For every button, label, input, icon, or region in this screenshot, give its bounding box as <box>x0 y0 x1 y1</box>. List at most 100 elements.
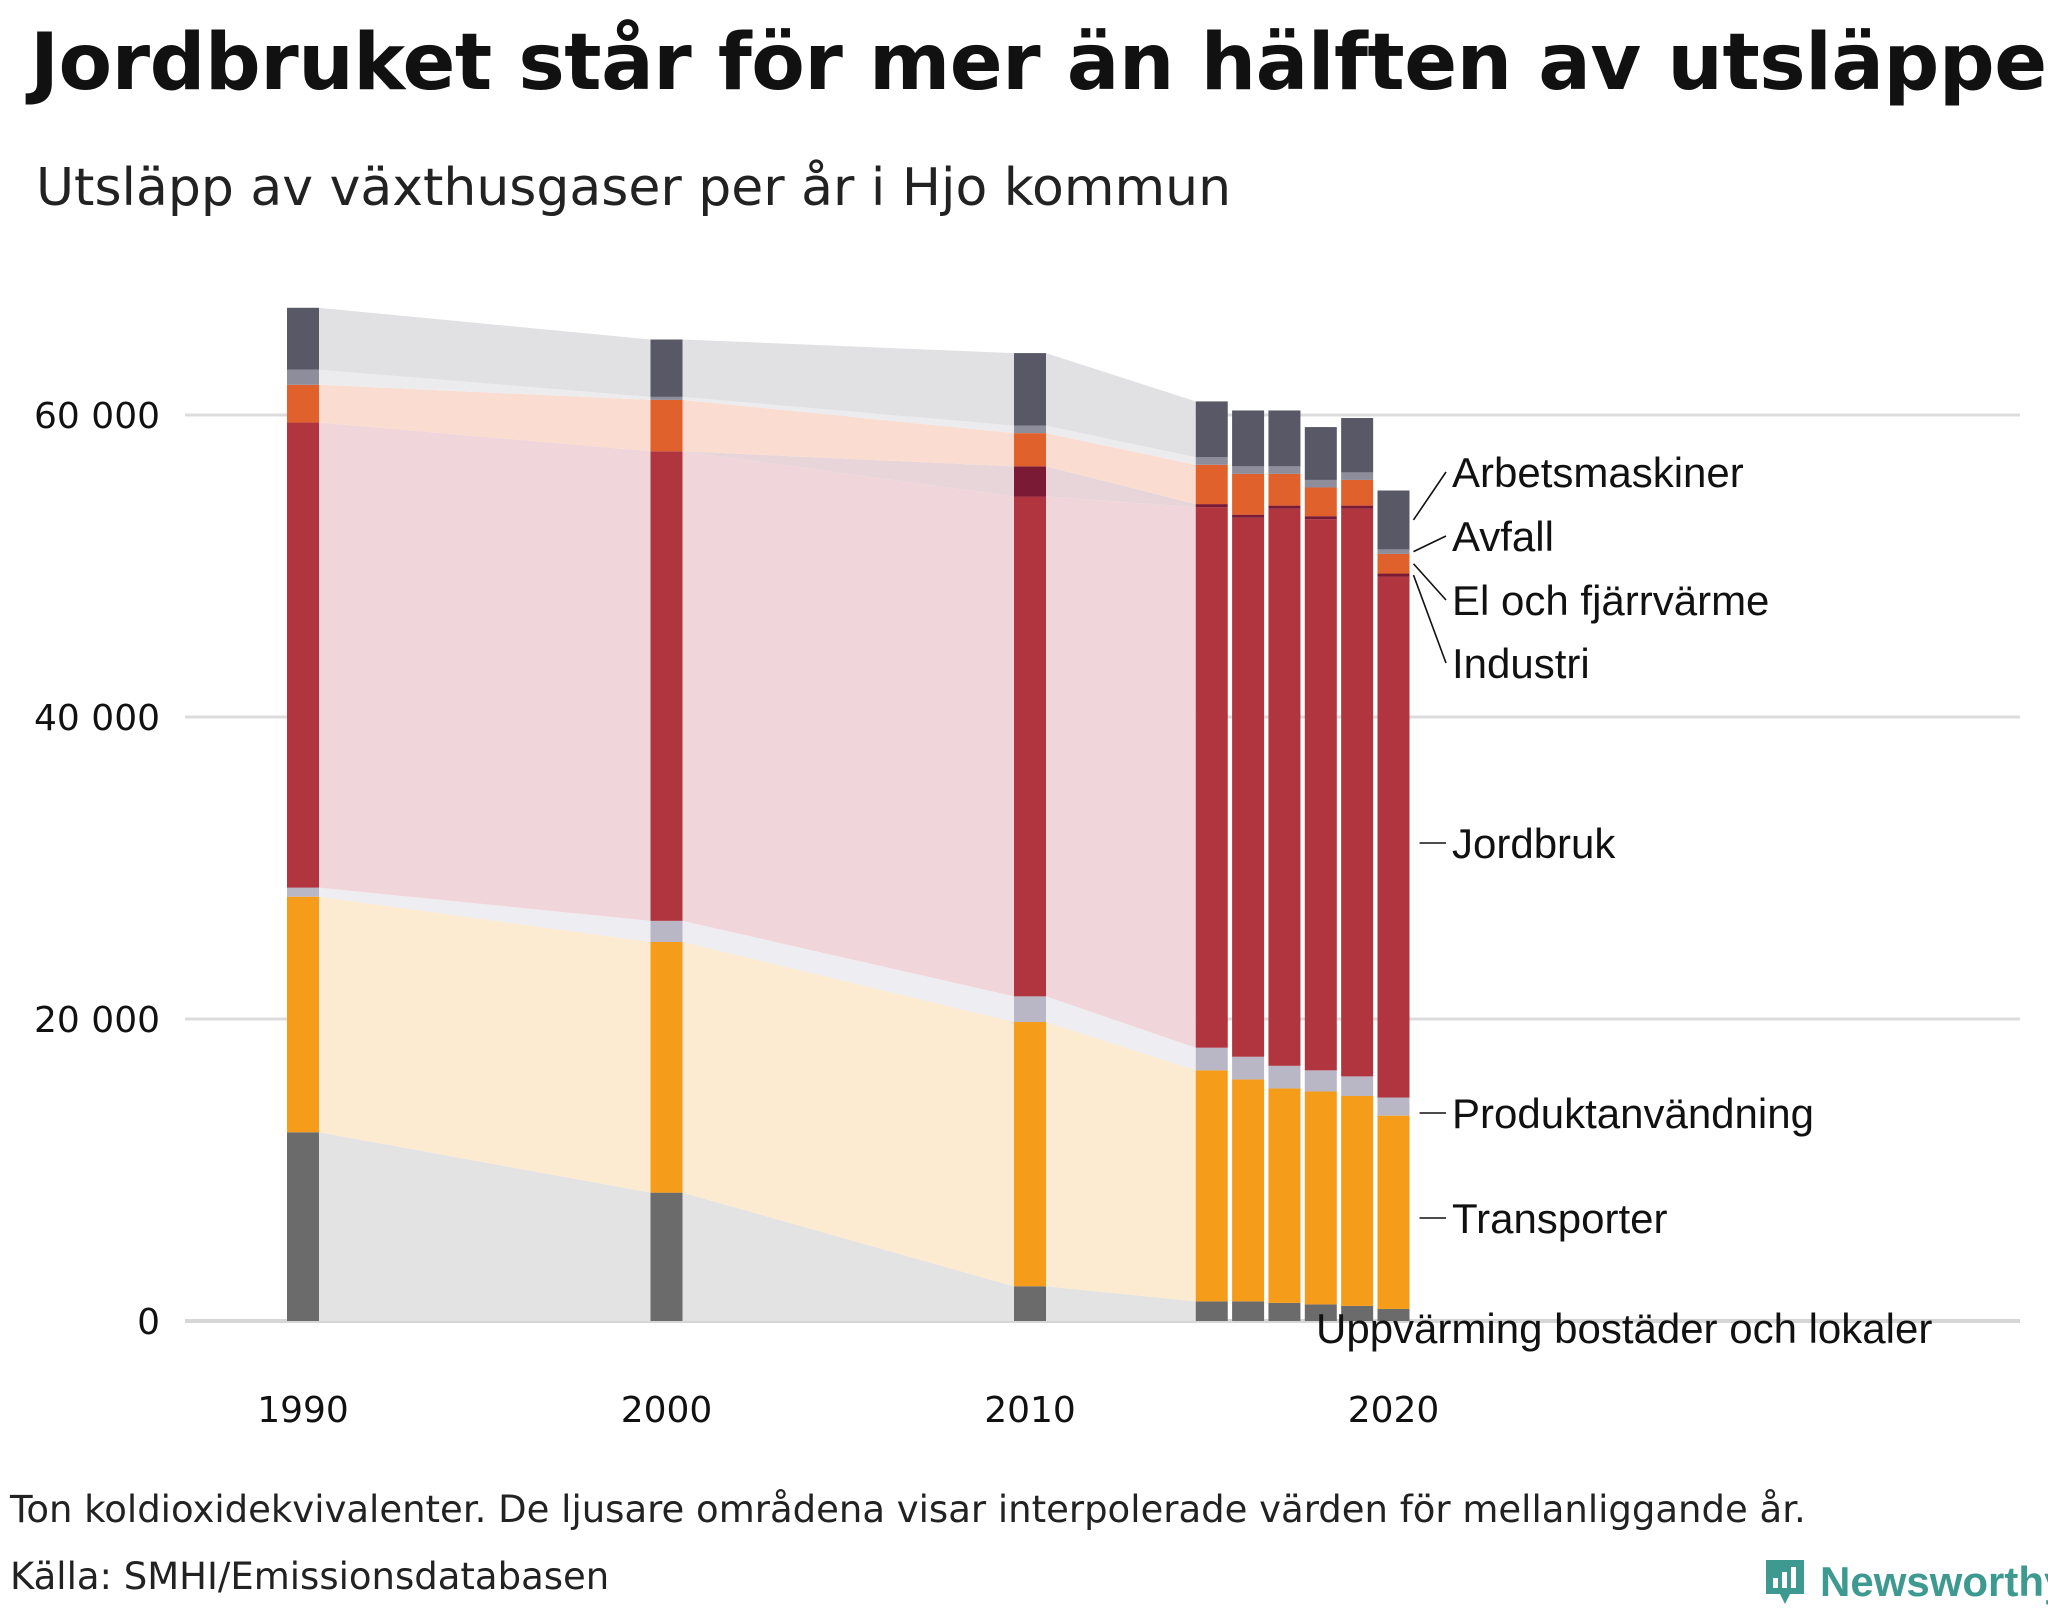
bar-transporter-2020 <box>1377 1115 1410 1309</box>
bar-produktanvandning-2000 <box>650 920 683 942</box>
area-uppvarming-bostader-och-lokaler-2000-2010 <box>682 1192 1014 1321</box>
bar-jordbruk-1990 <box>287 422 319 888</box>
bar-produktanvandning-2015 <box>1195 1047 1228 1071</box>
area-avfall-2010-2015 <box>1046 425 1196 465</box>
label-line-avfall <box>1413 535 1447 553</box>
area-arbetsmaskiner-1990-2000 <box>319 307 651 397</box>
y-tick-label: 20 000 <box>34 1000 160 1041</box>
bar-industri-2020 <box>1377 573 1410 577</box>
interpolation-areas <box>319 307 1196 1321</box>
newsworthy-logo: Newsworthy <box>1762 1556 2048 1608</box>
bar-industri-2017 <box>1268 505 1301 509</box>
bar-el-och-fjarrvarme-2016 <box>1232 473 1265 515</box>
bar-produktanvandning-2019 <box>1341 1076 1374 1097</box>
area-jordbruk-1990-2000 <box>319 422 651 921</box>
area-arbetsmaskiner-2000-2010 <box>682 339 1014 426</box>
bar-el-och-fjarrvarme-2020 <box>1377 553 1410 574</box>
newsworthy-logo-text: Newsworthy <box>1820 1558 2048 1605</box>
bar-avfall-2019 <box>1341 472 1374 480</box>
area-jordbruk-2010-2015 <box>1046 496 1196 1048</box>
chart-subtitle: Utsläpp av växthusgaser per år i Hjo kom… <box>36 158 1232 218</box>
area-el-och-fjarrvarme-2010-2015 <box>1046 433 1196 505</box>
series-labels: Uppvärming bostäder och lokaler Transport… <box>1316 449 1932 1352</box>
y-tick-label: 60 000 <box>34 396 160 437</box>
bar-avfall-2015 <box>1195 457 1228 465</box>
area-produktanvandning-1990-2000 <box>319 887 651 942</box>
bar-industri-2015 <box>1195 504 1228 508</box>
bar-jordbruk-2015 <box>1195 507 1228 1048</box>
bar-arbetsmaskiner-2020 <box>1377 490 1410 550</box>
bar-el-och-fjarrvarme-2019 <box>1341 479 1374 506</box>
bar-arbetsmaskiner-2010 <box>1014 353 1046 426</box>
area-industri-2010-2015 <box>1046 466 1196 508</box>
bar-el-och-fjarrvarme-2018 <box>1304 487 1337 517</box>
newsworthy-logo-icon <box>1766 1560 1804 1604</box>
bar-produktanvandning-2017 <box>1268 1065 1301 1089</box>
bar-jordbruk-2010 <box>1014 496 1046 997</box>
series-label-arbetsmaskiner: Arbetsmaskiner <box>1452 449 1744 496</box>
bar-avfall-2018 <box>1304 479 1337 488</box>
area-transporter-2000-2010 <box>682 941 1014 1287</box>
bar-industri-2010 <box>1014 466 1046 497</box>
area-el-och-fjarrvarme-2000-2010 <box>682 399 1014 467</box>
bar-el-och-fjarrvarme-2010 <box>1014 433 1046 467</box>
bar-industri-2018 <box>1304 516 1337 520</box>
bar-arbetsmaskiner-2015 <box>1195 401 1228 458</box>
bar-transporter-2019 <box>1341 1096 1374 1306</box>
bar-avfall-1990 <box>287 369 319 385</box>
series-label-transporter: Transporter <box>1452 1195 1668 1242</box>
area-el-och-fjarrvarme-1990-2000 <box>319 384 651 452</box>
area-jordbruk-2000-2010 <box>682 451 1014 997</box>
bar-uppvarming-bostader-och-lokaler-2019 <box>1341 1305 1374 1321</box>
x-axis: 1990 2000 2010 2020 <box>257 1390 1439 1431</box>
label-line-el-och-fjarrvarme <box>1412 563 1447 601</box>
bar-avfall-2010 <box>1014 425 1046 434</box>
y-tick-label: 40 000 <box>34 698 160 739</box>
label-line-arbetsmaskiner <box>1412 471 1447 521</box>
x-tick-label: 2000 <box>621 1390 713 1431</box>
series-label-industri: Industri <box>1452 640 1590 687</box>
bar-uppvarming-bostader-och-lokaler-1990 <box>287 1132 319 1321</box>
x-tick-label: 2020 <box>1348 1390 1440 1431</box>
x-tick-label: 1990 <box>257 1390 349 1431</box>
bar-produktanvandning-2020 <box>1377 1097 1410 1116</box>
bar-produktanvandning-2010 <box>1014 996 1046 1023</box>
series-label-avfall: Avfall <box>1452 513 1554 560</box>
bar-uppvarming-bostader-och-lokaler-2010 <box>1014 1286 1046 1321</box>
bar-transporter-2017 <box>1268 1088 1301 1303</box>
bar-el-och-fjarrvarme-1990 <box>287 384 319 423</box>
bar-uppvarming-bostader-och-lokaler-2017 <box>1268 1302 1301 1321</box>
bar-produktanvandning-2018 <box>1304 1070 1337 1092</box>
bar-uppvarming-bostader-och-lokaler-2000 <box>650 1192 683 1321</box>
series-label-uppvarming-bostader-och-lokaler: Uppvärming bostäder och lokaler <box>1316 1305 1932 1352</box>
series-label-produktanvandning: Produktanvändning <box>1452 1090 1814 1137</box>
bar-arbetsmaskiner-2018 <box>1304 427 1337 480</box>
area-produktanvandning-2000-2010 <box>682 920 1014 1023</box>
area-uppvarming-bostader-och-lokaler-1990-2000 <box>319 1132 651 1321</box>
bar-jordbruk-2018 <box>1304 519 1337 1071</box>
bar-transporter-2016 <box>1232 1079 1265 1302</box>
area-uppvarming-bostader-och-lokaler-2010-2015 <box>1046 1286 1196 1321</box>
bar-jordbruk-2016 <box>1232 517 1265 1057</box>
bar-arbetsmaskiner-2019 <box>1341 418 1374 473</box>
area-industri-2000-2010 <box>682 451 1014 497</box>
x-tick-label: 2010 <box>984 1390 1076 1431</box>
bar-arbetsmaskiner-2016 <box>1232 410 1265 467</box>
bar-avfall-2016 <box>1232 466 1265 474</box>
bar-el-och-fjarrvarme-2015 <box>1195 464 1228 505</box>
bar-el-och-fjarrvarme-2000 <box>650 399 683 452</box>
bar-arbetsmaskiner-1990 <box>287 307 319 370</box>
bar-produktanvandning-1990 <box>287 887 319 897</box>
bar-transporter-1990 <box>287 896 319 1133</box>
bar-transporter-2000 <box>650 941 683 1193</box>
area-arbetsmaskiner-2010-2015 <box>1046 353 1196 458</box>
bar-transporter-2015 <box>1195 1070 1228 1302</box>
label-line-industri <box>1412 574 1447 664</box>
area-avfall-1990-2000 <box>319 369 651 400</box>
area-avfall-2000-2010 <box>682 396 1014 434</box>
y-axis: 0 20 000 40 000 60 000 <box>34 396 160 1343</box>
source-note: Källa: SMHI/Emissionsdatabasen <box>10 1555 610 1598</box>
chart-title: Jordbruket står för mer än hälften av ut… <box>30 18 2048 108</box>
bar-arbetsmaskiner-2017 <box>1268 410 1301 467</box>
